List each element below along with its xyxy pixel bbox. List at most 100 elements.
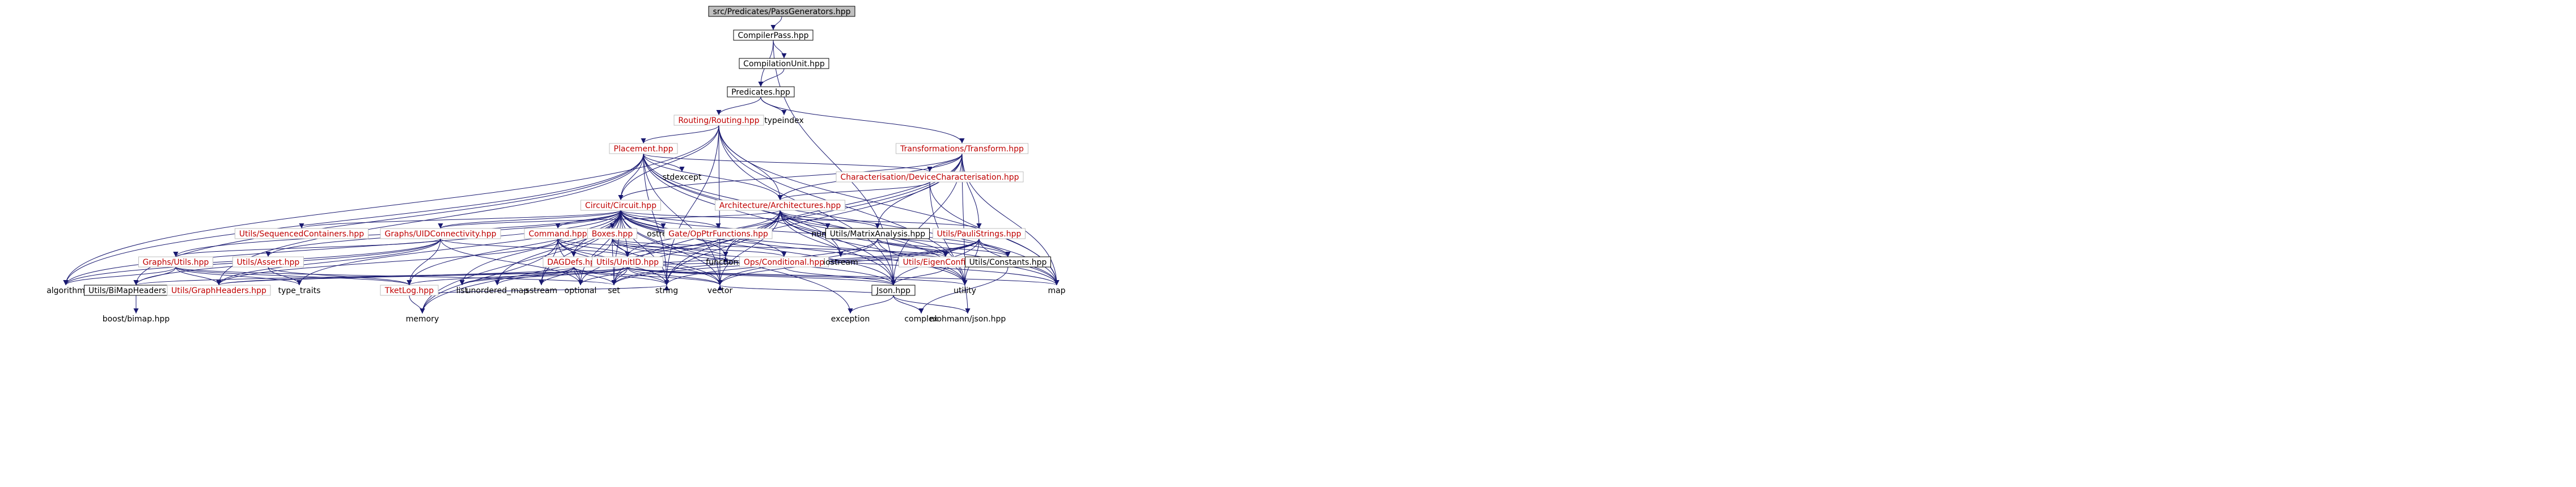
node-box <box>587 228 637 239</box>
node-unit-id[interactable]: Utils/UnitID.hpp <box>592 256 663 268</box>
edge-unit-id-to-string <box>627 266 670 286</box>
node-box <box>167 285 271 296</box>
edge-placement-to-circuit <box>618 153 644 201</box>
node-label: Ops/Conditional.hpp <box>744 258 824 267</box>
edge-graph-utils-to-algorithm <box>63 266 176 286</box>
edge-routing-to-circuit <box>618 125 719 201</box>
edge-json-to-exception <box>848 295 894 314</box>
node-transform[interactable]: Transformations/Transform.hpp <box>896 143 1028 154</box>
edge-circuit-to-utility <box>620 210 968 286</box>
node-box <box>138 256 213 268</box>
node-json: Json.hpp <box>871 285 916 296</box>
edge-circuit-to-gate-ptr-functions <box>620 210 721 229</box>
node-type-traits: type_traits <box>278 286 321 295</box>
edge-unit-id-to-list <box>459 266 628 286</box>
edge-circuit-to-string <box>620 210 670 286</box>
edge-compilation-unit-to-predicates <box>758 68 785 87</box>
edge-utils-assert-to-type-traits <box>268 266 302 286</box>
edge-architectures-to-vector <box>717 210 781 286</box>
edge-boxes-to-functional <box>612 238 728 257</box>
node-dag-defs[interactable]: DAGDefs.hpp <box>543 256 605 268</box>
edge-unit-id-to-set <box>611 266 628 286</box>
node-functional: functional <box>706 258 745 267</box>
edge-ops-conditional-to-json <box>783 266 896 286</box>
edge-command-to-unit-id <box>557 238 630 257</box>
node-label: Utils/SequencedContainers.hpp <box>239 230 364 239</box>
node-optional: optional <box>565 286 597 295</box>
node-label: Placement.hpp <box>614 145 673 154</box>
node-label: CompilationUnit.hpp <box>743 60 825 69</box>
node-box <box>739 256 829 268</box>
node-utils-assert[interactable]: Utils/Assert.hpp <box>232 256 304 268</box>
node-command[interactable]: Command.hpp <box>524 228 592 239</box>
node-sstream: sstream <box>526 286 557 295</box>
node-label: Circuit/Circuit.hpp <box>585 201 656 210</box>
edge-device-characterisation-to-architectures <box>777 181 930 201</box>
edge-tket-log-to-memory <box>409 295 425 314</box>
node-label: vector <box>707 286 733 295</box>
edge-placement-to-stdexcept <box>643 153 685 172</box>
node-device-characterisation[interactable]: Characterisation/DeviceCharacterisation.… <box>836 171 1024 183</box>
edge-boxes-to-vector <box>612 238 723 286</box>
edge-transform-to-device-characterisation <box>927 153 963 172</box>
edge-pass-generators-to-compiler-pass <box>770 16 782 31</box>
node-nlohmann-json: nlohmann/json.hpp <box>930 315 1006 324</box>
node-matrix-analysis: Utils/MatrixAnalysis.hpp <box>825 228 930 239</box>
node-boxes[interactable]: Boxes.hpp <box>587 228 637 239</box>
node-placement[interactable]: Placement.hpp <box>609 143 678 154</box>
edge-circuit-to-uid-connectivity <box>438 210 621 229</box>
node-label: Gate/OpPtrFunctions.hpp <box>668 230 768 239</box>
node-graph-headers[interactable]: Utils/GraphHeaders.hpp <box>167 285 271 296</box>
node-architectures[interactable]: Architecture/Architectures.hpp <box>715 200 845 211</box>
node-label: DAGDefs.hpp <box>547 258 600 267</box>
node-pauli-strings[interactable]: Utils/PauliStrings.hpp <box>933 228 1026 239</box>
edge-compiler-pass-to-compilation-unit <box>773 40 787 59</box>
edge-placement-to-string <box>643 153 670 286</box>
edge-command-to-graph-headers <box>216 238 558 286</box>
node-box <box>581 200 661 211</box>
node-box <box>380 285 439 296</box>
edge-utils-assert-to-tket-log <box>268 266 412 286</box>
node-label: utility <box>954 286 976 295</box>
edge-utils-constants-to-complex <box>918 266 1009 314</box>
node-routing[interactable]: Routing/Routing.hpp <box>673 115 764 126</box>
node-label: map <box>1048 286 1065 295</box>
node-boost-bimap: boost/bimap.hpp <box>103 315 170 324</box>
node-label: set <box>608 286 620 295</box>
node-graph-utils[interactable]: Graphs/Utils.hpp <box>138 256 213 268</box>
node-label: type_traits <box>278 286 321 295</box>
edge-compiler-pass-to-json <box>773 40 896 286</box>
node-ops-conditional[interactable]: Ops/Conditional.hpp <box>739 256 829 268</box>
edge-matrix-analysis-to-eigen-config <box>877 238 948 257</box>
edge-unit-id-to-graph-headers <box>216 266 628 286</box>
node-uid-connectivity[interactable]: Graphs/UIDConnectivity.hpp <box>380 228 501 239</box>
node-label: Boxes.hpp <box>592 230 633 239</box>
edge-circuit-to-utils-constants <box>620 210 1011 257</box>
node-label: sstream <box>526 286 557 295</box>
node-box <box>825 228 930 239</box>
node-label: typeindex <box>764 116 804 125</box>
node-tket-log[interactable]: TketLog.hpp <box>380 285 439 296</box>
node-box <box>836 171 1024 183</box>
node-box <box>592 256 663 268</box>
node-predicates: Predicates.hpp <box>727 86 795 98</box>
node-circuit[interactable]: Circuit/Circuit.hpp <box>581 200 661 211</box>
node-box <box>896 143 1028 154</box>
file-nodes: src/Predicates/PassGenerators.hpp Compile… <box>46 6 1066 324</box>
node-label: Utils/UnitID.hpp <box>596 258 659 267</box>
node-sequenced-containers[interactable]: Utils/SequencedContainers.hpp <box>235 228 368 239</box>
node-utility: utility <box>954 286 976 295</box>
node-compiler-pass: CompilerPass.hpp <box>733 29 814 41</box>
node-complex: complex <box>904 315 938 324</box>
edge-boxes-to-map <box>612 238 1060 286</box>
node-gate-ptr-functions[interactable]: Gate/OpPtrFunctions.hpp <box>664 228 773 239</box>
node-map: map <box>1048 286 1065 295</box>
edge-circuit-to-pauli-strings <box>620 210 982 229</box>
edge-pauli-strings-to-utils-constants <box>978 238 1011 257</box>
node-string: string <box>655 286 678 295</box>
node-label: Graphs/Utils.hpp <box>143 258 209 267</box>
edge-architectures-to-utility <box>779 210 968 286</box>
node-label: stdexcept <box>663 173 702 182</box>
edge-architectures-to-matrix-analysis <box>779 210 880 229</box>
edge-transform-to-pauli-strings <box>961 153 982 229</box>
